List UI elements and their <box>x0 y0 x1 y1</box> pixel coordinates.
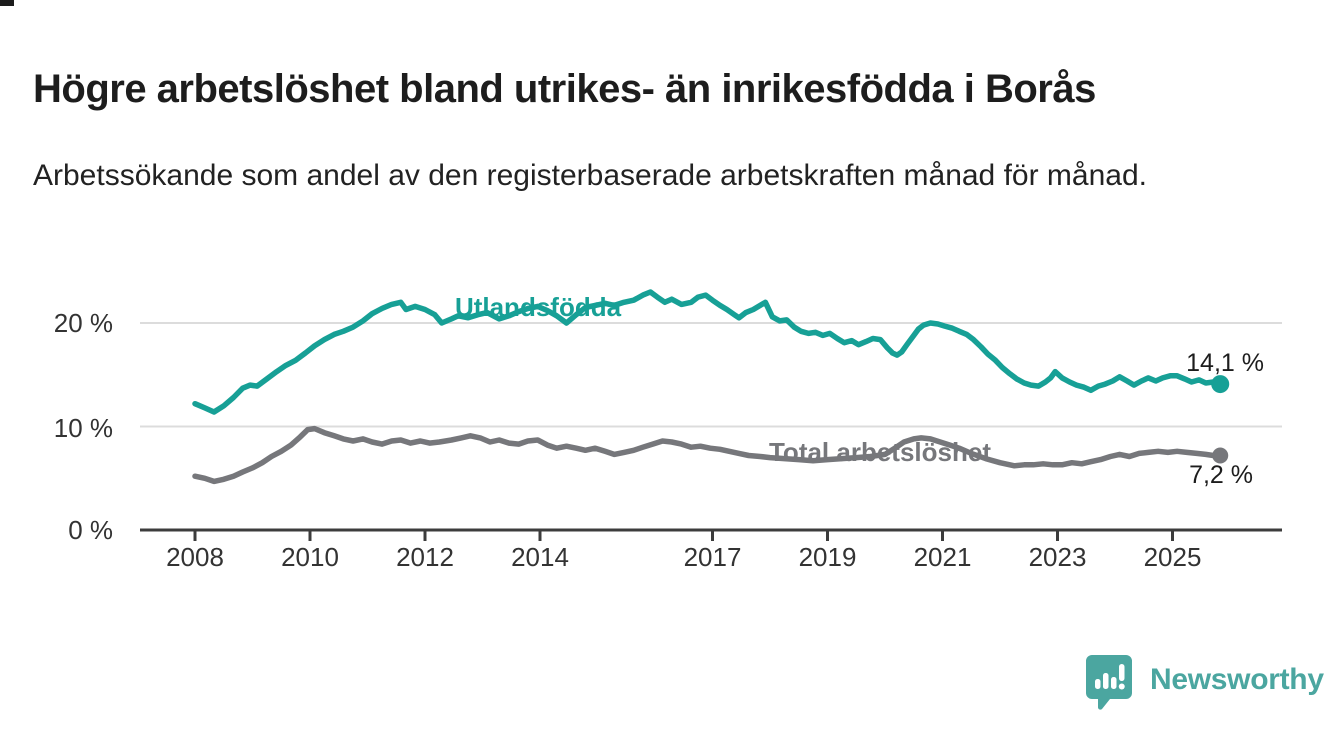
series-label-utlandsfodda: Utlandsfödda <box>455 292 622 322</box>
end-value-label-utlandsfodda: 14,1 % <box>1186 349 1264 377</box>
x-tick-label-2019: 2019 <box>799 542 857 572</box>
end-dot-total <box>1212 447 1229 464</box>
x-tick-label-2012: 2012 <box>396 542 454 572</box>
newsworthy-logo: Newsworthy <box>1086 655 1324 713</box>
bar-chart-glyph <box>1095 664 1125 690</box>
page-title: Högre arbetslöshet bland utrikes- än inr… <box>33 66 1096 111</box>
y-axis-labels: 20 % 10 % 0 % <box>54 308 113 545</box>
newsworthy-logo-icon <box>1086 655 1132 710</box>
series-line-utlandsfodda <box>192 289 1223 415</box>
end-dot-utlandsfodda <box>1211 375 1230 394</box>
x-tick-label-2025: 2025 <box>1144 542 1202 572</box>
newsworthy-logo-text: Newsworthy <box>1150 663 1324 696</box>
x-tick-label-2023: 2023 <box>1029 542 1087 572</box>
end-value-label-total: 7,2 % <box>1189 461 1253 489</box>
x-tick-label-2017: 2017 <box>684 542 742 572</box>
y-tick-label-10: 10 % <box>54 413 113 443</box>
x-tick-label-2021: 2021 <box>914 542 972 572</box>
speech-bubble-shape <box>1086 655 1132 710</box>
series-line-total <box>192 425 1223 485</box>
series-lines <box>192 289 1230 485</box>
chart-subtitle: Arbetssökande som andel av den registerb… <box>33 159 1147 192</box>
exclamation-bar <box>1119 664 1125 681</box>
x-tick-label-2010: 2010 <box>281 542 339 572</box>
x-axis-ticks <box>193 530 1174 541</box>
y-tick-label-20: 20 % <box>54 308 113 338</box>
x-tick-label-2014: 2014 <box>511 542 569 572</box>
y-tick-label-0: 0 % <box>68 515 113 545</box>
corner-artifact <box>0 0 14 6</box>
series-label-total-arbetsloshet: Total arbetslöshet <box>769 437 991 467</box>
x-axis-labels: 2008 2010 2012 2014 2017 2019 2021 2023 2025 <box>166 542 1201 572</box>
exclamation-dot <box>1118 683 1125 690</box>
x-tick-label-2008: 2008 <box>166 542 224 572</box>
gridlines <box>140 322 1282 428</box>
